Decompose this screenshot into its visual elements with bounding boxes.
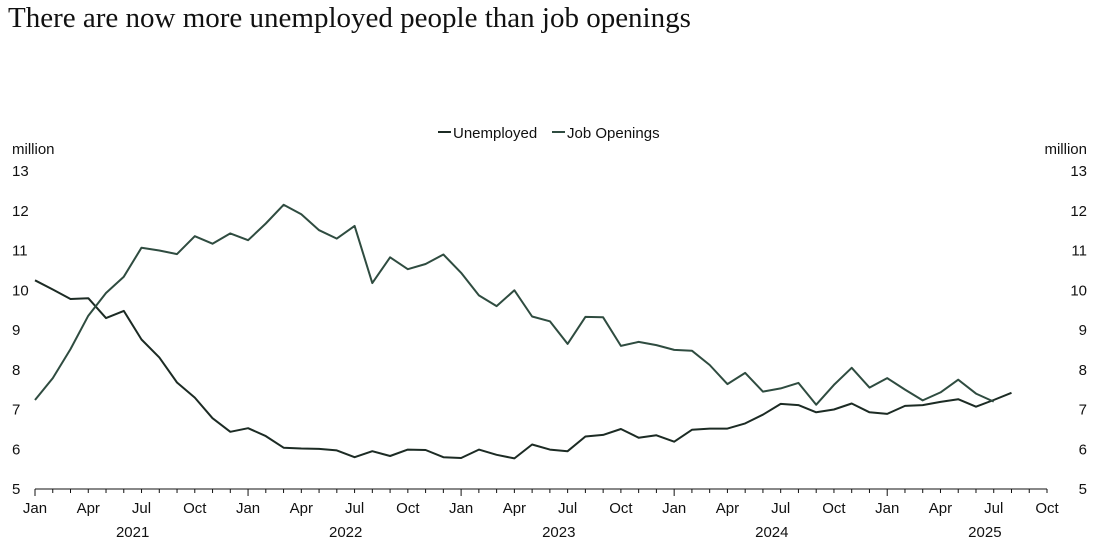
x-tick-label: Oct	[396, 500, 420, 517]
y-tick-label-right: 8	[1079, 362, 1087, 379]
legend: Unemployed Job Openings	[438, 125, 660, 142]
series-layer	[34, 203, 1012, 460]
x-tick-label: Jan	[662, 500, 686, 517]
x-tick-label: Oct	[183, 500, 207, 517]
y-tick-label-right: 11	[1071, 243, 1087, 260]
right-y-axis: 5 6 7 8 9 10 11 12 13	[1070, 163, 1087, 498]
y-tick-label-left: 12	[12, 203, 29, 220]
y-tick-label-left: 11	[12, 243, 28, 260]
x-tick-label: Jul	[771, 500, 790, 517]
y-tick-label-right: 6	[1079, 441, 1087, 458]
y-tick-label-left: 5	[12, 481, 20, 498]
y-tick-label-left: 9	[12, 322, 20, 339]
y-tick-label-right: 5	[1079, 481, 1087, 498]
x-tick-label: Apr	[290, 500, 313, 517]
x-tick-label: Jan	[449, 500, 473, 517]
left-y-axis: 5 6 7 8 9 10 11 12 13	[12, 163, 29, 498]
x-tick-label: Jul	[984, 500, 1003, 517]
y-tick-label-right: 10	[1070, 282, 1087, 299]
x-tick-label: Jul	[132, 500, 151, 517]
x-year-label: 2022	[329, 524, 362, 541]
x-tick-label: Apr	[929, 500, 952, 517]
x-tick-label: Oct	[1035, 500, 1059, 517]
x-tick-label: Jul	[345, 500, 364, 517]
right-axis-unit: million	[1044, 141, 1087, 158]
series-line-unemployed	[34, 279, 1012, 460]
x-year-label: 2023	[542, 524, 575, 541]
y-tick-label-right: 7	[1079, 402, 1087, 419]
x-tick-label: Oct	[609, 500, 633, 517]
x-tick-label: Jan	[875, 500, 899, 517]
y-tick-label-left: 10	[12, 282, 29, 299]
legend-label-unemployed: Unemployed	[453, 125, 537, 142]
x-year-label: 2025	[968, 524, 1001, 541]
x-axis: Jan Apr Jul Oct Jan Apr Jul Oct Jan Apr Jul Oct Jan A…	[23, 488, 1059, 541]
y-tick-label-left: 7	[12, 402, 20, 419]
x-tick-label: Jul	[558, 500, 577, 517]
x-tick-label: Jan	[23, 500, 47, 517]
x-year-label: 2021	[116, 524, 149, 541]
x-tick-label: Oct	[822, 500, 846, 517]
x-tick-label: Jan	[236, 500, 260, 517]
y-tick-label-left: 8	[12, 362, 20, 379]
x-tick-label: Apr	[77, 500, 100, 517]
series-line-job-openings	[34, 203, 995, 406]
x-tick-label: Apr	[716, 500, 739, 517]
y-tick-label-left: 13	[12, 163, 29, 180]
chart-title: There are now more unemployed people tha…	[8, 2, 691, 34]
legend-label-job-openings: Job Openings	[567, 125, 660, 142]
y-tick-label-right: 13	[1070, 163, 1087, 180]
y-tick-label-left: 6	[12, 441, 20, 458]
y-tick-label-right: 12	[1070, 203, 1087, 220]
left-axis-unit: million	[12, 141, 55, 158]
x-year-label: 2024	[755, 524, 788, 541]
x-tick-label: Apr	[503, 500, 526, 517]
y-tick-label-right: 9	[1079, 322, 1087, 339]
